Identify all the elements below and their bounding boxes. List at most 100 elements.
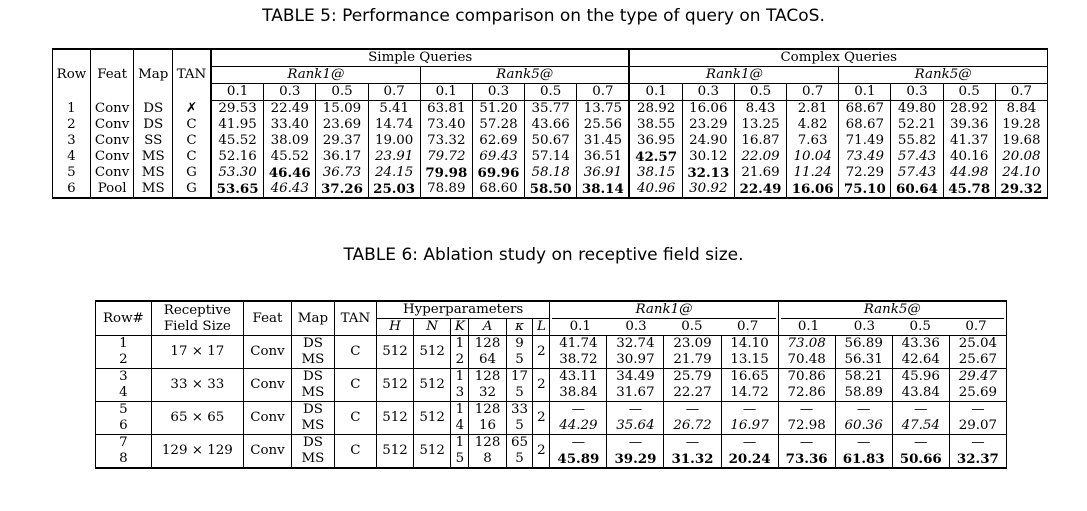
table6-caption: TABLE 6: Ablation study on receptive fie… (343, 245, 744, 265)
t5-map: MS (133, 149, 173, 165)
t5-value-cell: 38.15 (628, 165, 683, 181)
t5-value-cell: 42.57 (628, 149, 683, 165)
t5-map: SS (133, 133, 173, 149)
t6-value: 14.72 (730, 385, 769, 400)
t6-header-feat: Feat (242, 301, 292, 336)
t5-value-cell: 43.66 (524, 117, 577, 133)
t6-value: 41.74 (559, 336, 598, 351)
t6-a-cell: 128 32 (468, 368, 507, 402)
t6-value-cell: 25.79 22.27 (663, 368, 722, 402)
t6-value: 73.08 (787, 336, 826, 351)
t6-value: 38.84 (559, 385, 598, 400)
t6-a-cell: 128 16 (468, 401, 507, 435)
t5-value-cell: 16.06 (786, 181, 839, 198)
t6-value: 39.29 (614, 451, 657, 467)
t6-kappa: 65 (511, 435, 529, 450)
t5-header-tan: TAN (172, 49, 211, 101)
t6-h: 512 (375, 401, 414, 435)
t6-rows: 7 (119, 435, 128, 450)
t5-threshold: 0.1 (838, 83, 891, 101)
t5-value-cell: 24.90 (681, 133, 735, 149)
t5-threshold: 0.5 (733, 83, 787, 101)
t6-value: — (685, 435, 700, 450)
t6-n: 512 (413, 368, 451, 402)
t6-value-cell: 43.11 38.84 (549, 368, 607, 402)
t5-value-cell: 22.49 (263, 100, 316, 117)
t6-value-cell: —61.83 (834, 434, 893, 468)
t5-feat: Pool (89, 181, 134, 198)
t5-value-cell: 23.69 (315, 117, 369, 133)
t6-l: 2 (532, 368, 550, 402)
t6-value-cell: —32.37 (948, 434, 1007, 468)
t6-kappa: 17 (511, 369, 529, 384)
t5-value-cell: 73.40 (419, 117, 473, 133)
t5-header-simple-rank5: Rank5@ (419, 66, 630, 84)
t6-header-rank5-group: Rank5@ 0.1 0.3 0.5 0.7 (777, 301, 1007, 336)
t6-l: 2 (532, 401, 550, 435)
t6-kappa: 5 (515, 418, 524, 433)
t6-value: — (799, 402, 814, 417)
t6-value: 25.79 (673, 369, 712, 384)
t6-value-cell: 56.89 56.31 (834, 335, 893, 369)
t5-value-cell: 71.49 (838, 133, 891, 149)
t5-threshold: 0.5 (524, 83, 577, 101)
t5-value-cell: 45.78 (942, 181, 996, 198)
t6-maps: DS (302, 336, 323, 351)
t6-maps: MS (301, 385, 325, 400)
t6-hp-col: N (413, 318, 451, 336)
t6-value-cell: —47.54 (891, 401, 950, 435)
t6-value-cell: —20.24 (720, 434, 779, 468)
t5-threshold: 0.3 (263, 83, 316, 101)
t6-value: 26.72 (673, 418, 712, 433)
t5-value-cell: 15.09 (315, 100, 369, 117)
t5-row-number: 5 (67, 165, 76, 180)
t5-value-cell: 72.29 (838, 165, 891, 181)
t5-feat: Conv (89, 100, 134, 117)
t6-value-cell: 23.09 21.79 (663, 335, 722, 369)
t5-value-cell: 57.14 (524, 149, 577, 165)
t6-value-cell: 41.74 38.72 (549, 335, 607, 369)
table6: Row# Receptive Field Size Feat Map TAN H… (95, 300, 1007, 469)
t5-value-cell: 2.81 (786, 100, 839, 117)
t6-value: — (571, 435, 586, 450)
t6-value: — (571, 402, 586, 417)
t6-hp-col: κ (505, 318, 533, 336)
t6-k: 4 (455, 418, 465, 433)
t5-value-cell: 16.06 (681, 100, 735, 117)
t5-value-cell: 79.72 (419, 149, 473, 165)
t6-value: 20.24 (728, 451, 771, 467)
t5-value-cell: 57.43 (890, 165, 944, 181)
t5-value-cell: 57.43 (890, 149, 944, 165)
t6-value-cell: 43.36 42.64 (891, 335, 950, 369)
t6-h: 512 (375, 368, 414, 402)
t5-threshold: 0.5 (315, 83, 369, 101)
t6-threshold: 0.5 (681, 319, 703, 334)
t6-value: — (628, 435, 643, 450)
t6-value: — (856, 435, 871, 450)
t6-value-cell: 14.10 13.15 (720, 335, 779, 369)
t6-k: 5 (455, 451, 465, 466)
t6-value-cell: —50.66 (891, 434, 950, 468)
t5-header-simple-rank1: Rank1@ (209, 66, 421, 84)
t6-value: 23.09 (673, 336, 712, 351)
t5-value-cell: 13.25 (733, 117, 787, 133)
t6-value: 25.69 (958, 385, 998, 400)
t5-value-cell: 41.95 (209, 117, 264, 133)
t6-feat: Conv (242, 434, 292, 468)
table5-row: 5 Conv MS G 53.30 46.46 36.73 24.15 79.98 69.96 58… (53, 165, 1048, 181)
t5-header-complex-rank1: Rank1@ (628, 66, 839, 84)
t5-value-cell: 68.60 (471, 181, 525, 198)
t6-value: 35.64 (616, 418, 655, 433)
t5-feat: Conv (89, 149, 134, 165)
t6-header-rf-line1: Receptive (163, 302, 231, 318)
t6-h: 512 (375, 335, 414, 369)
t6-feat: Conv (242, 335, 292, 369)
table5-caption: TABLE 5: Performance comparison on the t… (262, 6, 825, 26)
t5-map: MS (133, 165, 173, 181)
t6-header-rf-line2: Field Size (163, 318, 231, 334)
t5-value-cell: 40.16 (942, 149, 996, 165)
table6-row-group: 5 6 65 × 65 Conv DS MS C 512 512 1 4 128 16 33 5 2—44.2… (95, 401, 1007, 435)
